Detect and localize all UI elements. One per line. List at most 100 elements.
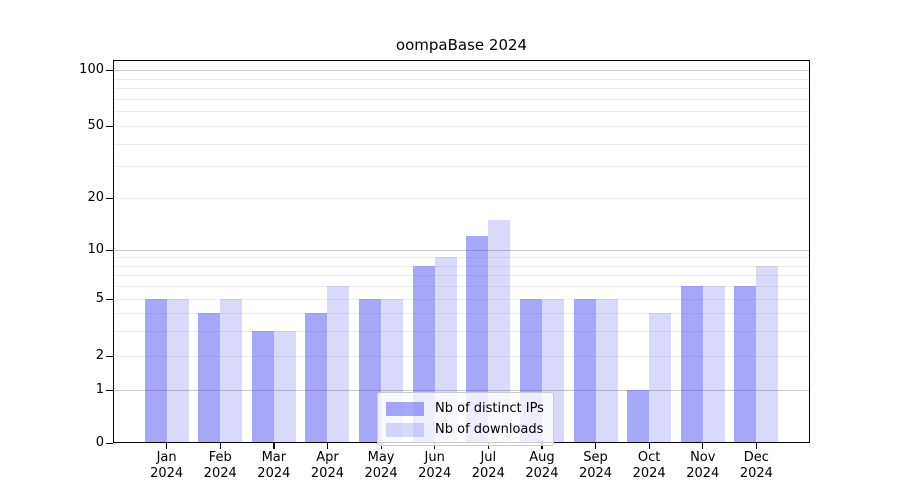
y-tick-mark	[106, 355, 113, 357]
x-axis-tick-label-year: 2024	[310, 466, 344, 481]
legend-entry: Nb of distinct IPs	[386, 398, 544, 419]
bar-downloads	[595, 299, 618, 443]
bar-downloads	[166, 299, 189, 443]
y-tick-mark	[106, 442, 113, 444]
y-axis-tick-label: 1	[95, 382, 104, 397]
x-axis-tick-label: Apr 2024	[295, 450, 359, 482]
y-axis-tick-label: 0	[95, 435, 104, 450]
x-axis-tick-label-year: 2024	[686, 466, 720, 481]
x-axis-tick-label-year: 2024	[525, 466, 559, 481]
x-axis-tick-label-year: 2024	[203, 466, 237, 481]
x-tick-mark	[434, 443, 436, 449]
bar-downloads	[702, 286, 725, 443]
x-tick-mark	[380, 443, 382, 449]
x-axis-tick-label: Jun 2024	[403, 450, 467, 482]
bar-distinct-ips	[359, 299, 382, 443]
legend-label: Nb of distinct IPs	[435, 401, 544, 416]
gridline-minor	[113, 299, 810, 300]
y-axis-tick-label: 50	[87, 118, 104, 133]
gridline-minor	[113, 111, 810, 113]
bar-downloads	[649, 312, 672, 443]
x-axis-tick-label: Dec 2024	[724, 450, 788, 482]
chart-title: oompaBase 2024	[395, 36, 528, 54]
y-tick-mark	[106, 197, 113, 199]
bar-distinct-ips	[305, 312, 328, 443]
x-axis-tick-label-year: 2024	[632, 466, 666, 481]
y-tick-mark	[106, 125, 113, 127]
y-axis-tick-label: 10	[87, 242, 104, 257]
gridline-major	[113, 250, 810, 251]
y-axis-tick-label: 2	[95, 348, 104, 363]
x-axis-tick-label-year: 2024	[418, 466, 452, 481]
x-axis-tick-label-year: 2024	[739, 466, 773, 481]
bar-distinct-ips	[466, 236, 489, 443]
x-axis-tick-label: Mar 2024	[242, 450, 306, 482]
gridline-minor	[113, 356, 810, 357]
gridline-minor	[113, 330, 810, 332]
legend-swatch	[386, 401, 424, 416]
bar-distinct-ips	[198, 312, 221, 443]
gridline-minor	[113, 88, 810, 90]
bar-distinct-ips	[144, 299, 167, 443]
gridline-minor	[113, 166, 810, 168]
bar-distinct-ips	[573, 299, 596, 443]
y-axis-tick-label: 5	[95, 291, 104, 306]
x-axis-tick-label-year: 2024	[150, 466, 184, 481]
gridline-minor	[113, 143, 810, 145]
x-tick-mark	[595, 443, 597, 449]
bar-downloads	[327, 286, 350, 443]
legend: Nb of distinct IPs Nb of downloads	[377, 392, 554, 446]
x-axis-tick-label-year: 2024	[257, 466, 291, 481]
gridline-minor	[113, 312, 810, 314]
x-axis-tick-label: Aug 2024	[510, 450, 574, 482]
x-axis-tick-label: Oct 2024	[617, 450, 681, 482]
gridline-minor	[113, 78, 810, 80]
x-axis-tick-label: May 2024	[349, 450, 413, 482]
gridline-minor	[113, 257, 810, 259]
x-axis-tick-label-year: 2024	[578, 466, 613, 481]
bar-distinct-ips	[680, 286, 703, 443]
x-tick-mark	[487, 443, 489, 449]
x-tick-mark	[648, 443, 650, 449]
y-axis-tick-label: 100	[79, 62, 104, 77]
bar-downloads	[273, 330, 296, 443]
y-axis-tick-label: 20	[87, 190, 104, 205]
gridline-major	[113, 70, 810, 71]
x-axis-tick-label: Jan 2024	[135, 450, 199, 482]
legend-entry: Nb of downloads	[386, 419, 544, 440]
y-tick-mark	[106, 249, 113, 251]
y-tick-mark	[106, 389, 113, 391]
x-axis-tick-label-year: 2024	[471, 466, 505, 481]
bar-distinct-ips	[627, 390, 650, 443]
x-tick-mark	[702, 443, 704, 449]
legend-label: Nb of downloads	[435, 422, 544, 437]
plot-area	[113, 60, 810, 443]
x-tick-mark	[166, 443, 168, 449]
x-axis-tick-label: Feb 2024	[188, 450, 252, 482]
gridline-minor	[113, 286, 810, 288]
gridline-minor	[113, 198, 810, 199]
y-tick-mark	[106, 298, 113, 300]
bar-distinct-ips	[734, 286, 757, 443]
y-tick-mark	[106, 69, 113, 71]
x-tick-mark	[219, 443, 221, 449]
gridline-minor	[113, 126, 810, 127]
gridline-minor	[113, 98, 810, 100]
x-axis-tick-label: Nov 2024	[671, 450, 735, 482]
x-tick-mark	[273, 443, 275, 449]
x-tick-mark	[755, 443, 758, 449]
bar-downloads	[488, 219, 511, 443]
bar-downloads	[756, 265, 779, 443]
gridline-minor	[113, 275, 810, 277]
x-axis-tick-label: Jul 2024	[456, 450, 520, 482]
gridline-minor	[113, 265, 810, 267]
x-axis-tick-label: Sep 2024	[564, 450, 628, 482]
gridline-major	[113, 390, 810, 391]
bar-downloads	[220, 299, 243, 443]
bar-distinct-ips	[251, 330, 274, 443]
x-axis-tick-label-year: 2024	[364, 466, 398, 481]
x-tick-mark	[326, 443, 329, 449]
x-tick-mark	[541, 443, 543, 449]
legend-swatch	[386, 422, 424, 437]
